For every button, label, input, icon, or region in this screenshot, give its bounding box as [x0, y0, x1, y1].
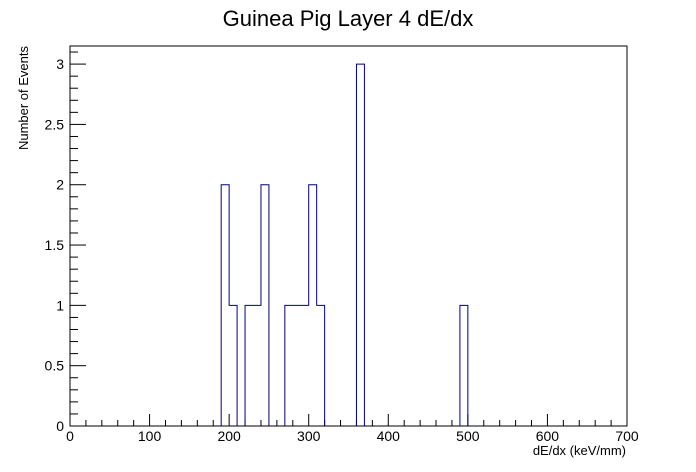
histogram-bar: [261, 185, 269, 426]
x-tick-label: 400: [377, 428, 401, 444]
y-tick-label: 1.5: [45, 237, 65, 253]
x-tick-label: 0: [66, 428, 74, 444]
x-tick-label: 300: [297, 428, 321, 444]
histogram-bar: [221, 185, 229, 426]
plot-frame: [69, 45, 628, 427]
histogram-bar: [317, 305, 325, 426]
x-tick-label: 500: [456, 428, 480, 444]
x-tick-label: 700: [615, 428, 639, 444]
y-tick-label: 2.5: [45, 116, 65, 132]
histogram-bar: [285, 305, 293, 426]
y-tick-label: 3: [56, 56, 64, 72]
histogram-bar: [253, 305, 261, 426]
x-tick-label: 100: [138, 428, 162, 444]
histogram-outline: [70, 63, 627, 427]
histogram-bar: [245, 305, 253, 426]
histogram-bar: [293, 305, 301, 426]
histogram-bar: [356, 64, 364, 426]
chart-title: Guinea Pig Layer 4 dE/dx: [223, 6, 474, 31]
histogram-bar: [301, 305, 309, 426]
x-tick-label: 600: [536, 428, 560, 444]
x-tick-label: 200: [217, 428, 241, 444]
y-tick-label: 0: [56, 418, 64, 434]
y-axis-label: Number of Events: [16, 46, 31, 151]
y-axis: 0 0.5 1 1.5 2 2.5 3: [45, 51, 86, 434]
y-tick-label: 1: [56, 297, 64, 313]
y-tick-label: 2: [56, 177, 64, 193]
x-axis-label: dE/dx (keV/mm): [533, 443, 626, 458]
y-tick-label: 0.5: [45, 358, 65, 374]
histogram-bar: [229, 305, 237, 426]
histogram-bins: [221, 64, 468, 426]
histogram-bar: [309, 185, 317, 426]
x-axis: 0 100 200 300 400 500 600 700: [66, 414, 639, 444]
histogram-bar: [460, 305, 468, 426]
